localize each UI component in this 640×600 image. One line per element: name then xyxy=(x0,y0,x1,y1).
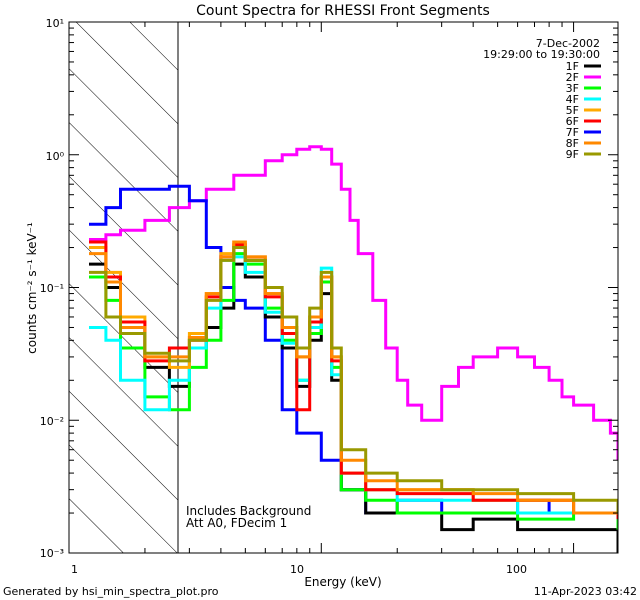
y-tick-label-10^-3: 10⁻³ xyxy=(40,547,64,560)
legend-label-3F: 3F xyxy=(566,82,579,95)
chart-title: Count Spectra for RHESSI Front Segments xyxy=(196,3,490,19)
legend-label-9F: 9F xyxy=(566,148,579,161)
legend-label-7F: 7F xyxy=(566,126,579,139)
y-tick-label-10^0: 10⁰ xyxy=(46,150,65,163)
x-tick-label-10: 10 xyxy=(290,563,304,576)
x-tick-label-100: 100 xyxy=(506,563,527,576)
legend-label-1F: 1F xyxy=(566,60,579,73)
legend-label-8F: 8F xyxy=(566,137,579,150)
legend-time-range: 19:29:00 to 19:30:00 xyxy=(483,48,600,61)
series-9F xyxy=(89,246,618,513)
series-layer xyxy=(89,145,618,553)
legend-date: 7-Dec-2002 xyxy=(536,37,600,50)
legend-label-6F: 6F xyxy=(566,115,579,128)
y-tick-label-10^1: 10¹ xyxy=(46,17,64,30)
y-axis-label: counts cm⁻² s⁻¹ keV⁻¹ xyxy=(25,222,39,354)
series-1F xyxy=(89,262,618,553)
y-tick-label-10^-1: 10⁻¹ xyxy=(40,282,64,295)
footer-timestamp: 11-Apr-2023 03:42 xyxy=(534,585,637,598)
series-8F xyxy=(89,240,618,515)
excluded-energy-region xyxy=(69,22,178,553)
legend-label-4F: 4F xyxy=(566,93,579,106)
x-tick-label-1: 1 xyxy=(71,563,78,576)
legend-label-5F: 5F xyxy=(566,104,579,117)
annotation-background: Includes Background xyxy=(186,504,311,518)
y-tick-label-10^-2: 10⁻² xyxy=(40,415,64,428)
legend-label-2F: 2F xyxy=(566,71,579,84)
axis-ticks xyxy=(68,21,618,554)
footer-generated-by: Generated by hsi_min_spectra_plot.pro xyxy=(3,585,219,598)
annotation-attenuator: Att A0, FDecim 1 xyxy=(186,516,287,530)
x-axis-label: Energy (keV) xyxy=(304,575,381,589)
